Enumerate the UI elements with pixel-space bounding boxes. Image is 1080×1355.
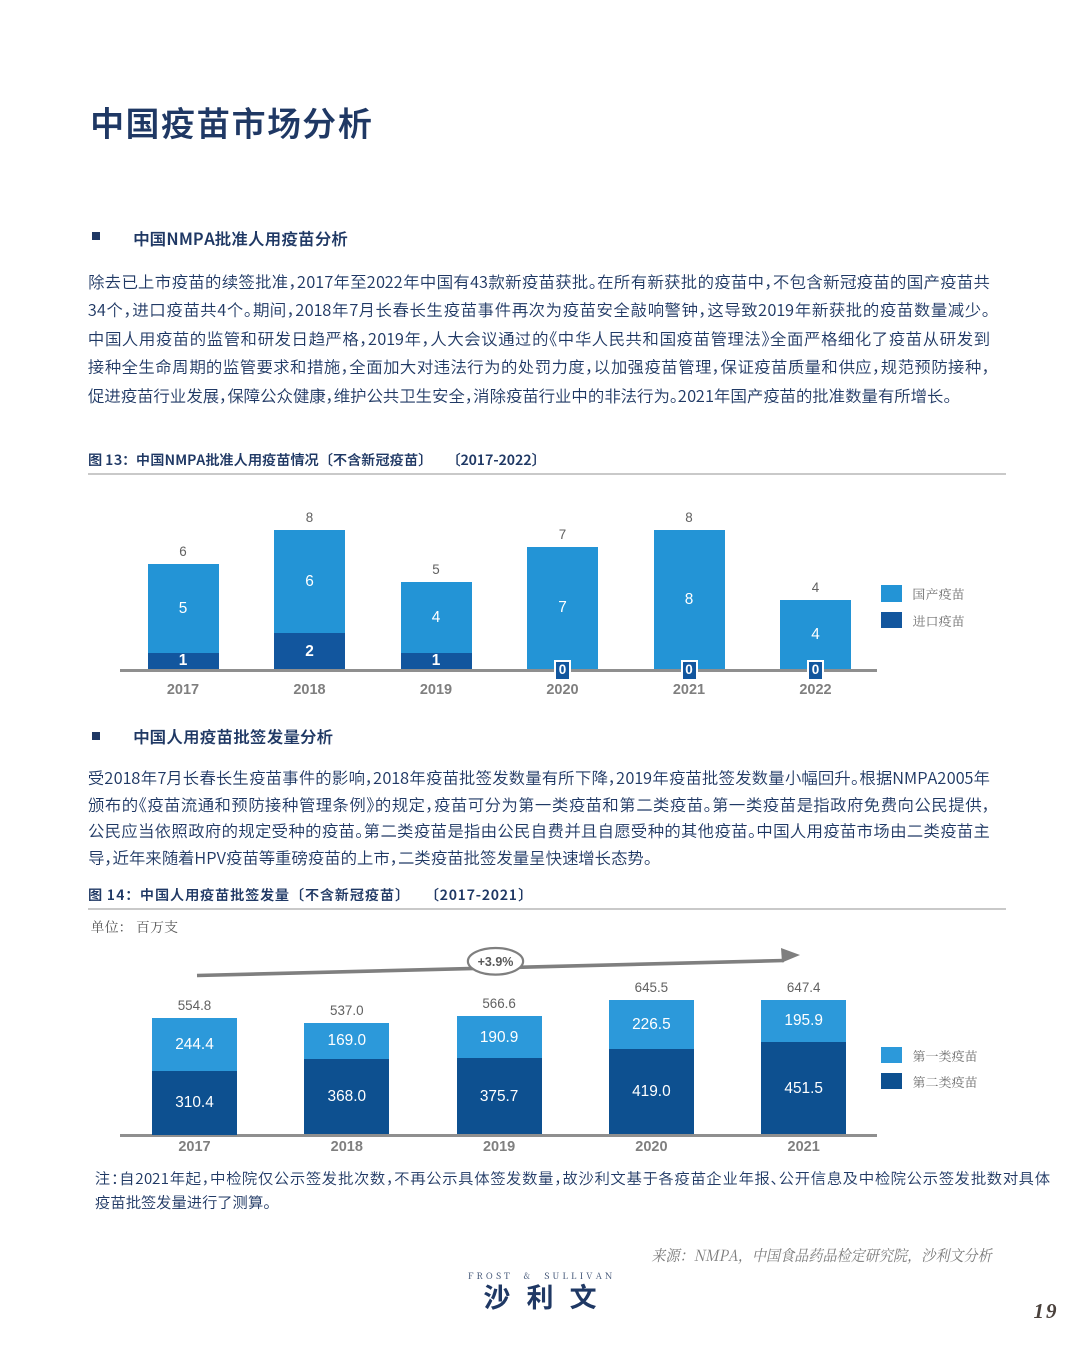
svg-text:+3.9%: +3.9% bbox=[478, 955, 514, 969]
